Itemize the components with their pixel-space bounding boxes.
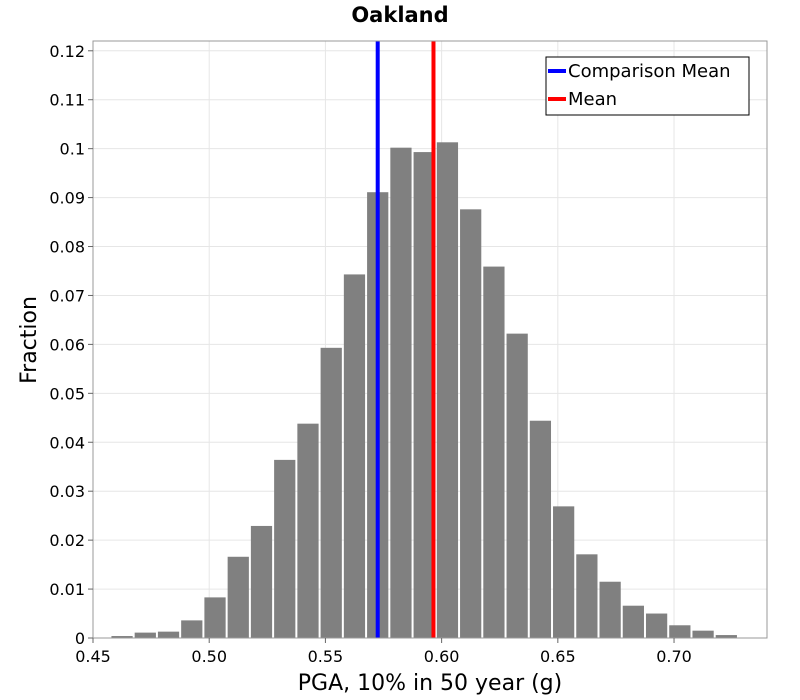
y-tick-label: 0.05 (49, 384, 85, 403)
histogram-bar (692, 630, 714, 638)
histogram-bar (227, 556, 249, 638)
legend: Comparison Mean Mean (545, 56, 750, 116)
histogram-bar (204, 597, 226, 638)
histogram-bar (181, 620, 203, 638)
x-axis-title: PGA, 10% in 50 year (g) (298, 671, 562, 696)
histogram-bar (483, 266, 505, 638)
y-axis-title: Fraction (17, 296, 42, 384)
histogram-bar (622, 605, 644, 638)
histogram-bar (111, 636, 133, 638)
y-tick-label: 0.04 (49, 433, 85, 452)
y-tick-label: 0.1 (60, 140, 85, 159)
histogram-bar (715, 635, 737, 638)
plot-frame (92, 40, 768, 639)
histogram-bar (157, 631, 180, 638)
histogram-bar (506, 333, 528, 638)
y-tick-label: 0.08 (49, 238, 85, 257)
histogram-bar (645, 613, 668, 638)
histogram-bar (436, 142, 459, 639)
x-tick-label: 0.45 (75, 647, 111, 666)
y-tick-label: 0.03 (49, 482, 85, 501)
x-tick-label: 0.70 (656, 647, 692, 666)
x-tick-label: 0.60 (424, 647, 460, 666)
y-axis-ticks: 0 0.01 0.02 0.03 0.04 0.05 0.06 0.07 0.08 0.09 0.1… (49, 42, 93, 648)
histogram-bar (529, 420, 552, 638)
x-tick-label: 0.65 (540, 647, 576, 666)
y-tick-label: 0.12 (49, 42, 85, 61)
y-tick-label: 0.01 (49, 580, 85, 599)
histogram-bar (599, 581, 621, 638)
histogram-bar (250, 525, 273, 638)
legend-label-comparison-mean: Comparison Mean (568, 61, 731, 82)
mean-lines (375, 41, 436, 638)
y-tick-label: 0 (75, 629, 85, 648)
x-tick-label: 0.50 (191, 647, 227, 666)
y-tick-label: 0.09 (49, 189, 85, 208)
histogram-bar (553, 506, 575, 638)
histogram-bar (343, 274, 366, 638)
histogram-bars (111, 142, 737, 639)
histogram-bar (297, 423, 319, 638)
histogram-bar (576, 554, 598, 638)
y-tick-label: 0.06 (49, 335, 85, 354)
histogram-bar (413, 152, 435, 638)
y-tick-label: 0.02 (49, 531, 85, 550)
chart-title: Oakland (351, 3, 448, 27)
y-tick-label: 0.11 (49, 91, 85, 110)
y-tick-label: 0.07 (49, 286, 85, 305)
histogram-bar (134, 632, 156, 638)
histogram-bar (274, 459, 296, 638)
x-tick-label: 0.55 (308, 647, 344, 666)
histogram-bar (669, 625, 691, 638)
x-axis-ticks: 0.45 0.50 0.55 0.60 0.65 0.70 (75, 638, 692, 666)
legend-label-mean: Mean (568, 89, 617, 110)
legend-box (545, 56, 750, 116)
histogram-bar (320, 347, 342, 638)
histogram-bar (390, 147, 412, 638)
histogram-bar (460, 209, 482, 639)
